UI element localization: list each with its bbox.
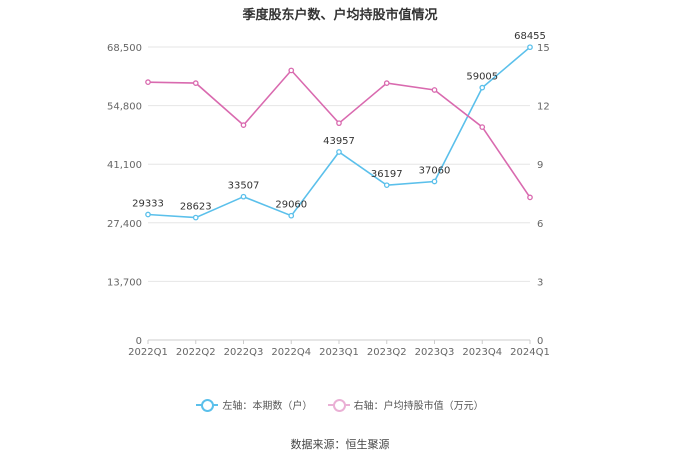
- right-axis-tick-label: 15: [537, 43, 550, 54]
- axes: 0 0 13,700 3 27,400 6 41,100 9 54,800 12 68,500 15 2…: [107, 43, 550, 358]
- left-axis-tick-label: 0: [136, 336, 142, 347]
- left-series-point: [288, 212, 295, 219]
- right-series-point: [431, 87, 438, 93]
- left-axis-tick-label: 68,500: [107, 43, 142, 54]
- legend-label-left: 左轴：本期数（户）: [222, 401, 313, 412]
- data-label: 36197: [371, 169, 403, 180]
- x-axis-tick-label: 2024Q1: [510, 347, 550, 358]
- data-label: 29060: [275, 200, 307, 211]
- data-label: 33507: [228, 181, 260, 192]
- data-label: 43957: [323, 136, 355, 147]
- legend-item-left-series[interactable]: 左轴：本期数（户）: [196, 397, 312, 412]
- right-axis-tick-label: 12: [537, 102, 550, 113]
- left-series-point: [527, 44, 533, 51]
- left-series-point: [240, 193, 247, 200]
- left-series-point: [192, 214, 199, 221]
- right-series-point: [145, 79, 151, 86]
- left-axis-tick-label: 27,400: [107, 219, 142, 230]
- legend: 左轴：本期数（户） 右轴：户均持股市值（万元）: [0, 397, 680, 414]
- right-series-point: [336, 120, 342, 127]
- data-source: 数据来源：恒生聚源: [290, 438, 390, 451]
- x-axis-tick-label: 2022Q3: [224, 347, 264, 358]
- x-axis-tick-label: 2023Q4: [462, 347, 502, 358]
- right-axis-tick-label: 3: [537, 277, 543, 288]
- left-axis-tick-label: 41,100: [107, 160, 142, 171]
- left-series-point: [336, 149, 342, 155]
- legend-swatch-pink-icon: [327, 398, 350, 412]
- data-label: 29333: [132, 199, 164, 210]
- left-series-point: [431, 178, 438, 185]
- left-axis-tick-label: 13,700: [107, 277, 142, 288]
- right-series-point: [240, 122, 247, 128]
- data-labels: 29333 28623 33507 29060 43957 36197 37060 59005…: [132, 31, 546, 212]
- right-axis-tick-label: 0: [537, 336, 543, 347]
- x-axis-tick-label: 2022Q1: [128, 347, 168, 358]
- legend-swatch-blue-icon: [196, 398, 219, 412]
- x-axis-tick-label: 2022Q2: [176, 347, 216, 358]
- left-axis-tick-label: 54,800: [107, 102, 142, 113]
- data-label: 28623: [180, 202, 212, 213]
- x-axis-tick-label: 2023Q3: [415, 347, 455, 358]
- right-series-point: [192, 80, 199, 86]
- x-axis-tick-label: 2023Q1: [319, 347, 359, 358]
- grid-lines: [148, 46, 530, 282]
- right-series-point: [383, 80, 390, 86]
- legend-item-right-series[interactable]: 右轴：户均持股市值（万元）: [327, 397, 484, 412]
- data-label: 37060: [419, 165, 451, 176]
- left-series-point: [383, 182, 390, 189]
- left-series-point: [479, 84, 486, 91]
- x-axis-tick-label: 2022Q4: [271, 347, 311, 358]
- right-series-point: [288, 67, 295, 74]
- right-series-point: [527, 194, 533, 201]
- data-label: 59005: [466, 72, 498, 83]
- legend-label-right: 右轴：户均持股市值（万元）: [353, 401, 484, 412]
- right-series-point: [479, 124, 486, 130]
- right-axis-tick-label: 9: [537, 160, 543, 171]
- right-series-line: [147, 69, 531, 198]
- series-group: [145, 44, 533, 221]
- right-axis-tick-label: 6: [537, 219, 543, 230]
- left-series-point: [145, 211, 151, 218]
- data-label: 68455: [514, 31, 546, 42]
- chart-title: 季度股东户数、户均持股市值情况: [242, 8, 438, 23]
- x-axis-tick-label: 2023Q2: [367, 347, 407, 358]
